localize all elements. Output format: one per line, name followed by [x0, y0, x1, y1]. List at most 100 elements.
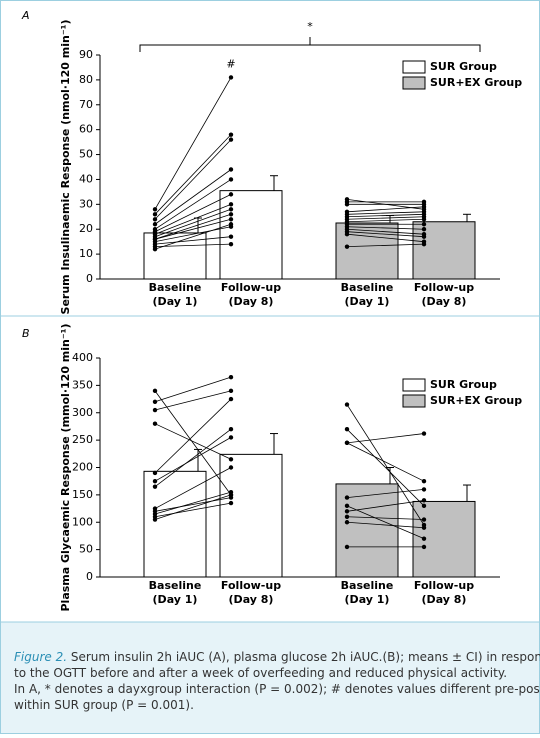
- subject-point: [152, 207, 158, 212]
- subject-line: [154, 243, 232, 248]
- subject-point: [228, 217, 234, 222]
- subject-line: [154, 77, 232, 210]
- subject-point: [152, 217, 158, 222]
- bar: [143, 470, 207, 578]
- y-tick-label: 0: [86, 570, 93, 583]
- caption-line: In A, * denotes a dayxgroup interaction …: [14, 682, 540, 696]
- bar: [219, 453, 283, 578]
- y-tick-label: 350: [72, 378, 93, 391]
- x-tick-label: Follow-up: [221, 579, 281, 592]
- y-tick-label: 20: [79, 222, 93, 235]
- subject-point: [344, 544, 350, 550]
- subject-line: [154, 390, 232, 411]
- subject-point: [228, 492, 234, 498]
- y-tick-label: 200: [72, 461, 93, 474]
- subject-point: [421, 431, 427, 436]
- x-tick-label: (Day 8): [229, 593, 274, 606]
- subject-line: [346, 226, 425, 230]
- bracket: [139, 37, 481, 52]
- subject-line: [154, 437, 232, 482]
- subject-point: [228, 500, 234, 506]
- x-tick-label: (Day 1): [153, 295, 198, 308]
- subject-point: [228, 457, 234, 462]
- subject-point: [344, 520, 350, 525]
- x-tick-label: (Day 1): [153, 593, 198, 606]
- subject-point: [152, 246, 158, 252]
- x-tick-label: (Day 1): [345, 295, 390, 308]
- y-tick-label: 90: [79, 48, 93, 61]
- subject-line: [154, 223, 232, 250]
- annotation: #: [226, 57, 235, 70]
- caption-text: Serum insulin 2h iAUC (A), plasma glucos…: [67, 650, 540, 664]
- subject-point: [344, 440, 350, 446]
- subject-point: [152, 388, 158, 394]
- subject-point: [344, 244, 350, 249]
- legend-swatch: [402, 394, 426, 408]
- subject-point: [421, 544, 427, 550]
- y-tick-label: 150: [72, 488, 93, 501]
- subject-line: [346, 243, 425, 248]
- caption-line: Figure 2. Serum insulin 2h iAUC (A), pla…: [14, 650, 540, 664]
- subject-point: [344, 202, 350, 207]
- subject-line: [154, 203, 232, 235]
- subject-point: [421, 478, 427, 484]
- subject-point: [421, 227, 427, 232]
- subject-line: [154, 179, 232, 230]
- subject-point: [344, 232, 350, 237]
- annotation: *: [307, 20, 313, 33]
- subject-point: [344, 509, 350, 514]
- subject-point: [152, 421, 158, 426]
- subject-line: [154, 208, 232, 238]
- subject-line: [346, 228, 425, 235]
- legend-swatch: [402, 76, 426, 90]
- subject-line: [154, 494, 232, 520]
- subject-line: [346, 213, 425, 218]
- subject-line: [346, 442, 425, 482]
- subject-line: [154, 139, 232, 220]
- y-axis-label: Serum Insulinaemic Response (nmol·120 mi…: [59, 20, 72, 315]
- subject-point: [228, 132, 234, 137]
- caption-line: to the OGTT before and after a week of o…: [14, 666, 507, 680]
- y-tick-label: 60: [79, 123, 93, 136]
- subject-line: [154, 390, 232, 496]
- subject-line: [154, 236, 232, 245]
- subject-point: [228, 202, 234, 207]
- x-tick-label: Follow-up: [414, 281, 474, 294]
- subject-point: [421, 222, 427, 227]
- y-tick-label: 10: [79, 247, 93, 260]
- subject-point: [421, 517, 427, 522]
- x-tick-label: Baseline: [341, 579, 394, 592]
- subject-line: [346, 516, 425, 520]
- subject-point: [228, 388, 234, 394]
- subject-point: [228, 75, 234, 80]
- subject-point: [228, 222, 234, 227]
- y-tick-label: 400: [72, 351, 93, 364]
- subject-point: [344, 402, 350, 407]
- subject-line: [154, 134, 232, 215]
- legend-swatch: [402, 60, 426, 74]
- caption-line: within SUR group (P = 0.001).: [14, 698, 194, 712]
- y-tick-label: 80: [79, 73, 93, 86]
- subject-line: [154, 226, 232, 243]
- x-tick-label: Baseline: [149, 281, 202, 294]
- subject-point: [228, 241, 234, 247]
- legend-label: SUR+EX Group: [430, 394, 522, 407]
- subject-point: [421, 217, 427, 222]
- y-tick-label: 0: [86, 272, 93, 285]
- subject-point: [152, 517, 158, 522]
- panel-label: A: [21, 9, 30, 22]
- subject-point: [344, 514, 350, 519]
- subject-point: [228, 212, 234, 217]
- subject-point: [152, 399, 158, 404]
- subject-point: [152, 212, 158, 217]
- subject-line: [154, 467, 232, 509]
- subject-line: [154, 497, 232, 512]
- subject-line: [346, 231, 425, 238]
- legend-swatch: [402, 378, 426, 392]
- subject-line: [346, 206, 425, 213]
- y-tick-label: 250: [72, 433, 93, 446]
- subject-line: [346, 404, 425, 526]
- subject-point: [152, 222, 158, 227]
- subject-point: [228, 374, 234, 380]
- subject-point: [228, 426, 234, 432]
